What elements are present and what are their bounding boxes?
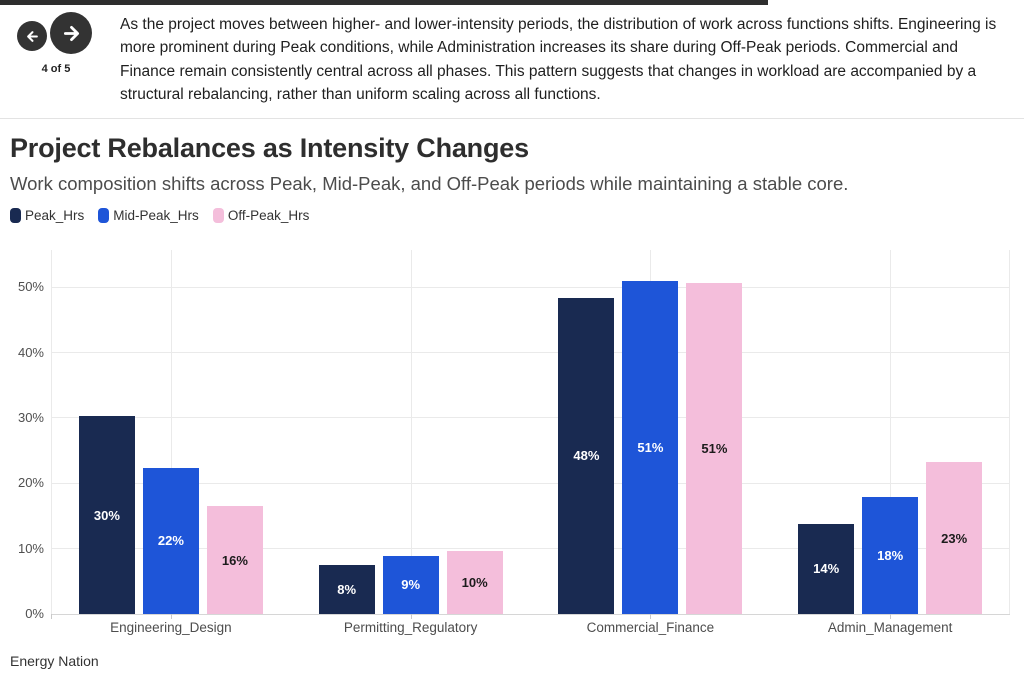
bar-peak_hrs-commercial_finance[interactable]: 48% xyxy=(558,297,615,614)
bar-group-engineering_design: 30% 22% 16% xyxy=(51,250,291,614)
prev-slide-button[interactable] xyxy=(17,21,47,51)
bar-mid-peak_hrs-engineering_design[interactable]: 22% xyxy=(142,467,199,614)
legend-item[interactable]: Mid-Peak_Hrs xyxy=(98,208,199,223)
legend-label: Mid-Peak_Hrs xyxy=(113,208,199,223)
legend-item[interactable]: Peak_Hrs xyxy=(10,208,84,223)
bar-group-admin_management: 14% 18% 23% xyxy=(770,250,1010,614)
x-category-label: Admin_Management xyxy=(827,620,953,635)
legend-swatch xyxy=(98,208,110,223)
gridline-vertical xyxy=(410,250,412,614)
x-category-label: Commercial_Finance xyxy=(586,620,715,635)
y-axis-tick-label: 0% xyxy=(25,606,44,621)
gridline-horizontal xyxy=(51,417,1010,419)
bar-value-label: 51% xyxy=(637,440,664,456)
y-axis-tick-label: 20% xyxy=(17,475,44,491)
y-axis-tick-label: 10% xyxy=(17,540,44,556)
bar-value-label: 10% xyxy=(461,574,488,590)
x-axis-tick xyxy=(650,614,652,619)
x-category-label: Permitting_Regulatory xyxy=(343,620,478,635)
legend-label: Off-Peak_Hrs xyxy=(227,208,310,223)
bar-mid-peak_hrs-permitting_regulatory[interactable]: 9% xyxy=(382,555,439,614)
summary-text: As the project moves between higher- and… xyxy=(120,16,997,103)
chart-legend: Peak_Hrs Mid-Peak_Hrs Off-Peak_Hrs xyxy=(10,208,309,223)
gridline-horizontal xyxy=(51,352,1010,354)
bar-group-commercial_finance: 48% 51% 51% xyxy=(531,250,771,614)
legend-item[interactable]: Off-Peak_Hrs xyxy=(212,208,310,223)
y-axis-tick-label: 40% xyxy=(17,344,44,360)
gridline-vertical xyxy=(51,250,52,614)
bar-value-label: 14% xyxy=(813,561,840,577)
bar-value-label: 18% xyxy=(877,548,904,564)
bar-mid-peak_hrs-commercial_finance[interactable]: 51% xyxy=(622,281,679,614)
x-category-label: Engineering_Design xyxy=(110,620,232,635)
arrow-left-icon xyxy=(25,29,40,44)
bar-value-label: 23% xyxy=(941,530,968,546)
plot-area: 30% 22% 16% 8% 9% 10% 48% 51% 51% 14% 18% 23% xyxy=(51,250,1010,619)
gridline-horizontal xyxy=(51,613,1010,615)
y-axis-tick-label: 50% xyxy=(17,279,44,295)
bar-group-permitting_regulatory: 8% 9% 10% xyxy=(291,250,531,614)
bar-value-label: 9% xyxy=(401,577,421,593)
gridline-vertical xyxy=(170,250,172,614)
bar-off-peak_hrs-commercial_finance[interactable]: 51% xyxy=(686,282,743,614)
gridline-horizontal xyxy=(51,548,1010,550)
next-slide-button[interactable] xyxy=(50,12,92,54)
y-axis-tick-label: 30% xyxy=(17,409,44,425)
bar-off-peak_hrs-engineering_design[interactable]: 16% xyxy=(206,506,263,614)
slide-pagination: 4 of 5 xyxy=(41,63,71,75)
x-axis-tick xyxy=(170,614,172,619)
gridline-horizontal xyxy=(51,482,1010,484)
bar-mid-peak_hrs-admin_management[interactable]: 18% xyxy=(862,497,919,614)
bar-peak_hrs-admin_management[interactable]: 14% xyxy=(798,523,855,614)
bar-value-label: 51% xyxy=(701,440,728,456)
legend-swatch xyxy=(212,208,224,223)
bar-value-label: 16% xyxy=(221,552,248,568)
bar-peak_hrs-permitting_regulatory[interactable]: 8% xyxy=(318,565,375,614)
legend-swatch xyxy=(10,208,21,223)
bar-value-label: 8% xyxy=(337,582,357,597)
bar-value-label: 48% xyxy=(573,448,600,464)
arrow-right-icon xyxy=(61,23,82,44)
source-attribution: Energy Nation xyxy=(10,653,99,669)
slide-nav-buttons xyxy=(17,12,113,54)
bar-off-peak_hrs-permitting_regulatory[interactable]: 10% xyxy=(446,550,503,614)
bar-off-peak_hrs-admin_management[interactable]: 23% xyxy=(926,462,983,614)
slide-nav: 4 of 5 xyxy=(17,12,113,75)
header-divider xyxy=(0,118,1024,119)
bar-value-label: 22% xyxy=(157,533,184,549)
bar-chart: 30% 22% 16% 8% 9% 10% 48% 51% 51% 14% 18% 23% 0% 10%… xyxy=(0,250,1024,650)
legend-label: Peak_Hrs xyxy=(25,208,85,223)
bar-value-label: 30% xyxy=(93,507,120,523)
gridline-horizontal xyxy=(51,286,1010,288)
gridline-vertical xyxy=(1009,250,1010,614)
gridline-vertical xyxy=(890,250,892,614)
bar-peak_hrs-engineering_design[interactable]: 30% xyxy=(78,416,135,614)
x-axis-tick xyxy=(51,614,52,619)
top-accent-bar xyxy=(0,0,768,5)
chart-title: Project Rebalances as Intensity Changes xyxy=(10,133,529,163)
x-axis-tick xyxy=(410,614,412,619)
x-axis-tick xyxy=(890,614,892,619)
chart-subtitle: Work composition shifts across Peak, Mid… xyxy=(10,173,849,194)
